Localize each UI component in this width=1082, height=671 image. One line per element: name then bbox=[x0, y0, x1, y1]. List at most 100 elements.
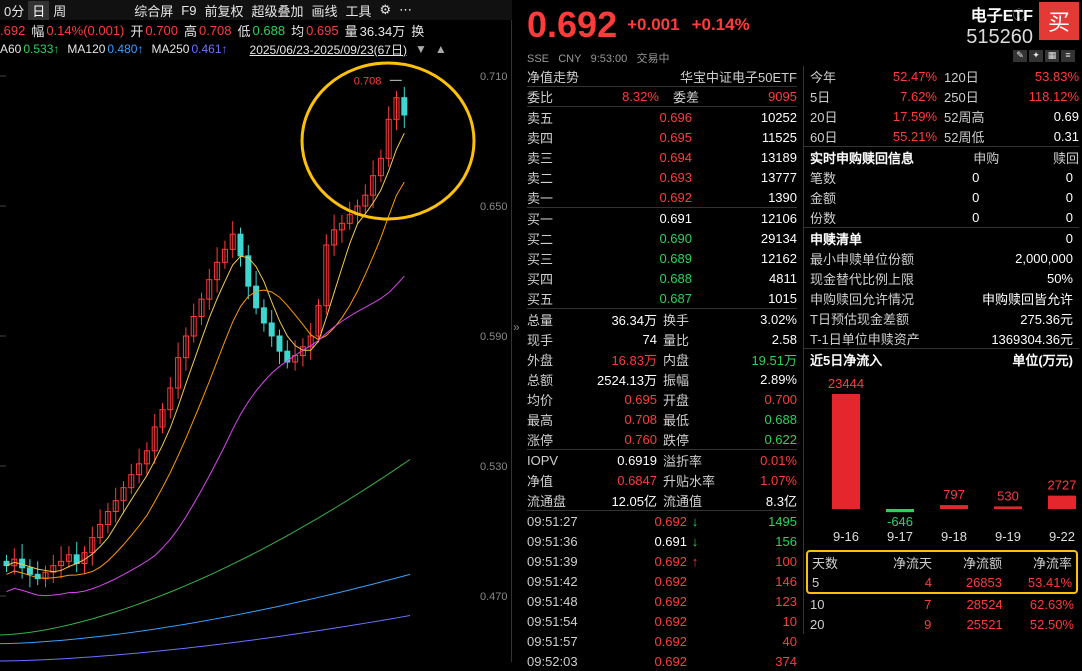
tick-row[interactable]: 09:51:48 0.692 123 bbox=[527, 591, 797, 611]
ma120-value: 0.480↑ bbox=[107, 42, 144, 56]
flow-amount: 25521 bbox=[966, 616, 1003, 632]
flow-head-days: 天数 bbox=[812, 555, 839, 571]
inflow-value-label: 530 bbox=[997, 488, 1019, 503]
candle-body bbox=[128, 474, 135, 489]
subs-redeem-value: 0 bbox=[1065, 189, 1073, 205]
tick-time: 09:51:54 bbox=[527, 613, 578, 629]
bid-level-row[interactable]: 买一 0.691 12106 bbox=[527, 208, 797, 228]
stat-row: 总额 2524.13万 振幅 2.89% bbox=[527, 369, 797, 389]
ma250-line bbox=[0, 615, 411, 662]
composite-screen-button[interactable]: 综合屏 bbox=[134, 3, 174, 19]
collapse-arrow-icon[interactable]: » bbox=[513, 320, 520, 334]
grid-icon[interactable]: ▦ bbox=[1045, 50, 1059, 62]
ma20-line bbox=[6, 181, 405, 579]
stat-value: 0.6919 bbox=[617, 452, 657, 468]
ask-level-row[interactable]: 卖二 0.693 13777 bbox=[527, 167, 797, 187]
tick-row[interactable]: 09:51:36 0.691 ↓ 156 bbox=[527, 531, 797, 551]
ma30-line bbox=[6, 275, 405, 597]
tools-button[interactable]: 工具 bbox=[345, 3, 372, 19]
period-day[interactable]: 日 bbox=[28, 0, 50, 20]
subs-rows: 笔数 0 0 金额 0 0 份数 0 0 bbox=[810, 167, 1079, 227]
level-volume: 4811 bbox=[769, 270, 797, 286]
perf-label: 5日 bbox=[810, 89, 831, 105]
ask-level-row[interactable]: 卖四 0.695 11525 bbox=[527, 127, 797, 147]
f9-button[interactable]: F9 bbox=[181, 2, 197, 18]
kline-chart-panel[interactable]: 0分 日 周 综合屏 F9 前复权 超级叠加 画线 工具 ⚙ ⋯ .692 幅 … bbox=[0, 0, 512, 662]
draw-button[interactable]: 画线 bbox=[311, 3, 338, 19]
chart-toolbar: 0分 日 周 综合屏 F9 前复权 超级叠加 画线 工具 ⚙ ⋯ bbox=[0, 0, 512, 20]
stat-value: 2.58 bbox=[771, 331, 797, 347]
quote-price: .692 bbox=[0, 22, 26, 38]
ask-levels: 卖五 0.696 10252 卖四 0.695 11525 卖三 0.694 13189 卖二 0.… bbox=[527, 106, 797, 207]
bid-level-row[interactable]: 买五 0.687 1015 bbox=[527, 288, 797, 308]
flow-rate: 53.41% bbox=[1027, 574, 1072, 590]
nav-label: 净值走势 bbox=[527, 69, 580, 85]
high-price-label: 0.708 bbox=[354, 75, 382, 87]
ma120-label: MA120 bbox=[67, 42, 106, 56]
ask-level-row[interactable]: 卖五 0.696 10252 bbox=[527, 107, 797, 127]
tick-row[interactable]: 09:51:57 0.692 40 bbox=[527, 631, 797, 651]
bid-level-row[interactable]: 买三 0.689 12162 bbox=[527, 248, 797, 268]
stat-value: 12.05亿 bbox=[611, 493, 657, 509]
list-value: 1369304.36元 bbox=[991, 331, 1073, 347]
list-icon[interactable]: ≡ bbox=[1061, 50, 1075, 62]
ask-level-row[interactable]: 卖三 0.694 13189 bbox=[527, 147, 797, 167]
flow-table-head: 天数 净流天 净流额 净流率 bbox=[808, 552, 1076, 572]
nav-index: 华宝中证电子50ETF bbox=[679, 69, 797, 85]
candle-body bbox=[112, 500, 119, 512]
market-line: SSE CNY 9:53:00 交易中 bbox=[527, 50, 669, 66]
buy-button[interactable]: 买 bbox=[1039, 2, 1079, 40]
info-icon[interactable]: ⓘ bbox=[1013, 8, 1026, 22]
date-range[interactable]: 2025/06/23-2025/09/23(67日) bbox=[249, 42, 407, 57]
tick-row[interactable]: 09:51:39 0.692 ↑ 100 bbox=[527, 551, 797, 571]
inflow-bar bbox=[886, 509, 914, 513]
perf-row: 20日 17.59% 52周高 0.69 bbox=[810, 106, 1079, 126]
candle-body bbox=[331, 229, 338, 246]
stat-row: IOPV 0.6919 溢折率 0.01% bbox=[527, 450, 797, 470]
period-minute[interactable]: 0分 bbox=[4, 3, 25, 19]
stat-label: 内盘 bbox=[663, 352, 690, 368]
candlestick-chart[interactable]: 0.710 0.650 0.590 0.530 0.470 0.708 bbox=[0, 58, 511, 662]
stat-value: 19.51万 bbox=[751, 352, 797, 368]
candle-body bbox=[229, 233, 236, 250]
candle-body bbox=[299, 346, 306, 357]
ma120-line bbox=[0, 573, 411, 645]
more-icon[interactable]: ⋯ bbox=[399, 2, 413, 17]
subs-buy-value: 0 bbox=[972, 189, 980, 205]
tick-row[interactable]: 09:51:54 0.692 10 bbox=[527, 611, 797, 631]
highlight-circle bbox=[300, 61, 476, 221]
flow-table-row: 10 7 28524 62.63% bbox=[806, 594, 1078, 614]
bid-level-row[interactable]: 买四 0.688 4811 bbox=[527, 268, 797, 288]
up-icon[interactable]: ▲ bbox=[434, 42, 447, 56]
candle-body bbox=[338, 222, 345, 231]
tick-time: 09:52:03 bbox=[527, 653, 578, 669]
bid-level-row[interactable]: 买二 0.690 29134 bbox=[527, 228, 797, 248]
adjust-button[interactable]: 前复权 bbox=[204, 3, 244, 19]
ma250-label: MA250 bbox=[151, 42, 190, 56]
stat-label: 均价 bbox=[527, 392, 554, 408]
candle-body bbox=[11, 558, 18, 567]
ask-level-row[interactable]: 卖一 0.692 1390 bbox=[527, 187, 797, 207]
tick-row[interactable]: 09:51:42 0.692 146 bbox=[527, 571, 797, 591]
tick-list[interactable]: 09:51:27 0.692 ↓ 1495 09:51:36 0.691 ↓ 156 09:51… bbox=[527, 510, 797, 671]
tick-direction-icon: ↑ bbox=[691, 553, 699, 569]
list-label: T-1日单位申赎资产 bbox=[810, 331, 920, 347]
flow-rate: 52.50% bbox=[1029, 616, 1074, 632]
edit-icon[interactable]: ✎ bbox=[1013, 50, 1027, 62]
tick-row[interactable]: 09:52:03 0.692 374 bbox=[527, 651, 797, 671]
overlay-button[interactable]: 超级叠加 bbox=[251, 3, 304, 19]
gear-icon[interactable]: ⚙ bbox=[379, 2, 392, 17]
dropdown-icon[interactable]: ▼ bbox=[414, 42, 427, 56]
level-price: 0.693 bbox=[659, 169, 692, 185]
pin-icon[interactable]: ✦ bbox=[1029, 50, 1043, 62]
stat-label: 总额 bbox=[527, 372, 554, 388]
tick-row[interactable]: 09:51:27 0.692 ↓ 1495 bbox=[527, 511, 797, 531]
stat-label: 最低 bbox=[663, 412, 690, 428]
list-value: 50% bbox=[1046, 270, 1073, 286]
swap-label: 换 bbox=[411, 23, 425, 39]
period-week[interactable]: 周 bbox=[53, 3, 67, 19]
nav-row[interactable]: 净值走势 华宝中证电子50ETF bbox=[527, 66, 797, 86]
subs-block: 实时申购赎回信息 申购 赎回 笔数 0 0 金额 0 0 份数 0 0 bbox=[804, 146, 1079, 227]
subs-col-redeem: 赎回 bbox=[1052, 150, 1079, 166]
flow-table-highlight: 天数 净流天 净流额 净流率 5 4 26853 53.41% bbox=[806, 550, 1078, 594]
